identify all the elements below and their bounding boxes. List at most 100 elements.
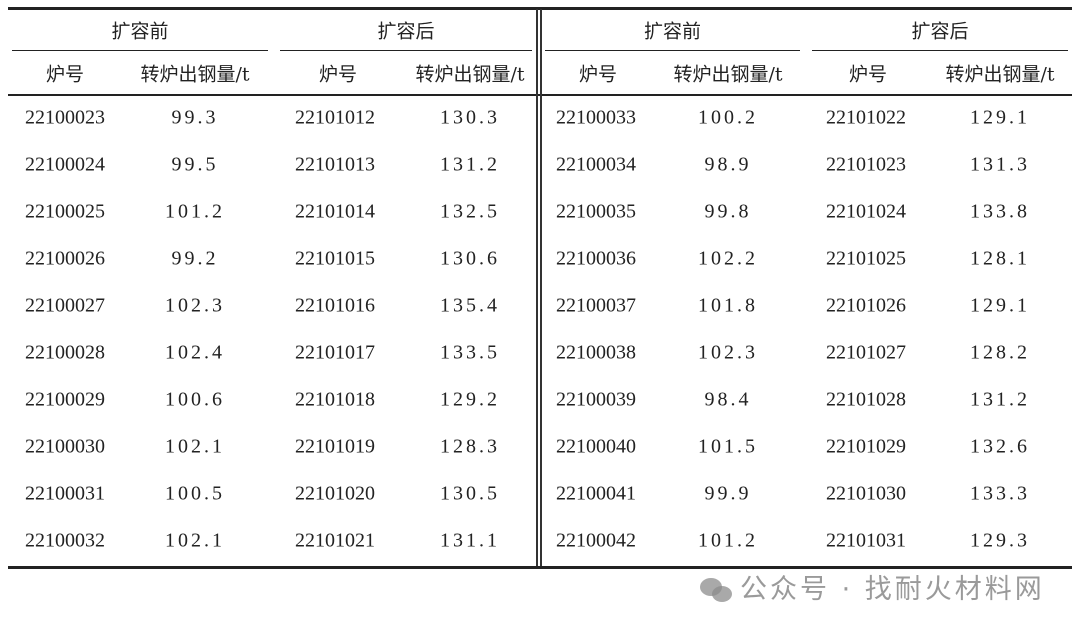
cell-tapping-weight: 129.1: [970, 294, 1030, 317]
cell-tapping-weight: 132.5: [440, 200, 500, 223]
cell-furnace-no: 22100034: [556, 153, 636, 176]
cell-furnace-no: 22101025: [826, 247, 906, 270]
cell-tapping-weight: 133.8: [970, 200, 1030, 223]
cell-furnace-no: 22101019: [295, 435, 375, 458]
cell-tapping-weight: 131.1: [440, 529, 500, 552]
cell-tapping-weight: 99.3: [171, 106, 219, 129]
cell-furnace-no: 22101028: [826, 388, 906, 411]
cell-tapping-weight: 98.4: [704, 388, 752, 411]
cell-tapping-weight: 133.5: [440, 341, 500, 364]
cell-tapping-weight: 101.8: [698, 294, 758, 317]
cell-furnace-no: 22100029: [25, 388, 105, 411]
group-rule: [812, 50, 1068, 52]
watermark: 公众号 · 找耐火材料网: [700, 574, 1045, 606]
cell-furnace-no: 22101012: [295, 106, 375, 129]
cell-tapping-weight: 128.2: [970, 341, 1030, 364]
cell-furnace-no: 22100030: [25, 435, 105, 458]
column-header-tapping-weight: 转炉出钢量/t: [673, 63, 783, 86]
column-header-furnace-no: 炉号: [45, 63, 85, 86]
cell-furnace-no: 22101029: [826, 435, 906, 458]
cell-furnace-no: 22100023: [25, 106, 105, 129]
cell-tapping-weight: 129.2: [440, 388, 500, 411]
cell-furnace-no: 22100042: [556, 529, 636, 552]
column-header-tapping-weight: 转炉出钢量/t: [945, 63, 1055, 86]
cell-tapping-weight: 129.1: [970, 106, 1030, 129]
cell-tapping-weight: 130.6: [440, 247, 500, 270]
cell-furnace-no: 22100025: [25, 200, 105, 223]
wechat-icon: [700, 577, 734, 604]
cell-tapping-weight: 128.3: [440, 435, 500, 458]
column-header-furnace-no: 炉号: [848, 63, 888, 86]
cell-furnace-no: 22100033: [556, 106, 636, 129]
cell-furnace-no: 22101027: [826, 341, 906, 364]
cell-tapping-weight: 101.2: [698, 529, 758, 552]
top-rule: [8, 7, 1072, 10]
cell-furnace-no: 22100036: [556, 247, 636, 270]
cell-tapping-weight: 100.2: [698, 106, 758, 129]
cell-tapping-weight: 135.4: [440, 294, 500, 317]
cell-tapping-weight: 101.2: [165, 200, 225, 223]
bottom-rule: [8, 566, 1072, 569]
cell-tapping-weight: 98.9: [704, 153, 752, 176]
cell-furnace-no: 22100032: [25, 529, 105, 552]
cell-tapping-weight: 128.1: [970, 247, 1030, 270]
cell-furnace-no: 22101023: [826, 153, 906, 176]
cell-tapping-weight: 131.2: [440, 153, 500, 176]
cell-tapping-weight: 129.3: [970, 529, 1030, 552]
column-header-furnace-no: 炉号: [578, 63, 618, 86]
cell-furnace-no: 22101024: [826, 200, 906, 223]
group-rule: [280, 50, 532, 52]
cell-furnace-no: 22101020: [295, 482, 375, 505]
cell-tapping-weight: 130.5: [440, 482, 500, 505]
cell-tapping-weight: 102.1: [165, 529, 225, 552]
cell-tapping-weight: 99.5: [171, 153, 219, 176]
cell-tapping-weight: 102.3: [698, 341, 758, 364]
column-header-tapping-weight: 转炉出钢量/t: [140, 63, 250, 86]
cell-furnace-no: 22100028: [25, 341, 105, 364]
cell-tapping-weight: 131.2: [970, 388, 1030, 411]
cell-furnace-no: 22100040: [556, 435, 636, 458]
cell-furnace-no: 22100041: [556, 482, 636, 505]
cell-tapping-weight: 133.3: [970, 482, 1030, 505]
cell-furnace-no: 22101013: [295, 153, 375, 176]
cell-furnace-no: 22101031: [826, 529, 906, 552]
cell-furnace-no: 22100035: [556, 200, 636, 223]
group-title: 扩容前: [643, 20, 702, 43]
cell-tapping-weight: 131.3: [970, 153, 1030, 176]
cell-furnace-no: 22101017: [295, 341, 375, 364]
watermark-text: 公众号 · 找耐火材料网: [740, 574, 1045, 605]
cell-tapping-weight: 102.2: [698, 247, 758, 270]
cell-tapping-weight: 102.1: [165, 435, 225, 458]
column-header-furnace-no: 炉号: [318, 63, 358, 86]
cell-furnace-no: 22100038: [556, 341, 636, 364]
cell-furnace-no: 22100039: [556, 388, 636, 411]
cell-tapping-weight: 101.5: [698, 435, 758, 458]
cell-furnace-no: 22101015: [295, 247, 375, 270]
cell-tapping-weight: 99.9: [704, 482, 752, 505]
cell-furnace-no: 22100037: [556, 294, 636, 317]
cell-tapping-weight: 130.3: [440, 106, 500, 129]
double-divider-left: [536, 9, 538, 566]
cell-furnace-no: 22101014: [295, 200, 375, 223]
cell-furnace-no: 22100031: [25, 482, 105, 505]
cell-tapping-weight: 99.2: [171, 247, 219, 270]
cell-tapping-weight: 100.6: [165, 388, 225, 411]
cell-furnace-no: 22100026: [25, 247, 105, 270]
group-title: 扩容前: [111, 20, 169, 43]
cell-tapping-weight: 99.8: [704, 200, 752, 223]
cell-tapping-weight: 100.5: [165, 482, 225, 505]
cell-furnace-no: 22100024: [25, 153, 105, 176]
cell-tapping-weight: 102.4: [165, 341, 225, 364]
cell-furnace-no: 22101022: [826, 106, 906, 129]
group-title: 扩容后: [377, 20, 435, 43]
cell-furnace-no: 22101026: [826, 294, 906, 317]
cell-furnace-no: 22101030: [826, 482, 906, 505]
cell-furnace-no: 22101016: [295, 294, 375, 317]
cell-furnace-no: 22101018: [295, 388, 375, 411]
double-divider-right: [540, 9, 542, 566]
cell-furnace-no: 22100027: [25, 294, 105, 317]
column-header-tapping-weight: 转炉出钢量/t: [415, 63, 525, 86]
cell-tapping-weight: 102.3: [165, 294, 225, 317]
group-title: 扩容后: [911, 20, 969, 43]
group-rule: [12, 50, 268, 52]
